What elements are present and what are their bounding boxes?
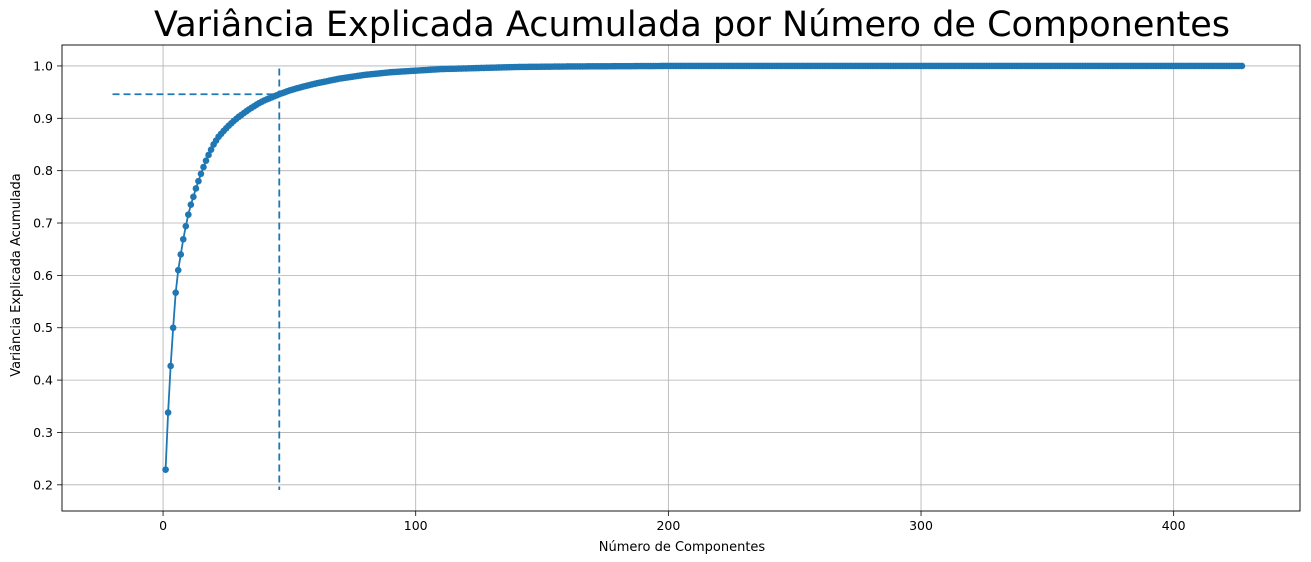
x-tick-label: 300: [909, 518, 933, 533]
y-tick-label: 0.9: [33, 111, 53, 126]
data-point: [172, 289, 179, 296]
data-point: [200, 163, 207, 171]
data-point: [205, 151, 212, 159]
data-point: [1238, 62, 1246, 70]
y-tick-label: 0.7: [33, 216, 53, 231]
series-layer: [162, 62, 1246, 473]
data-point: [190, 193, 197, 201]
y-tick-label: 0.3: [33, 425, 53, 440]
data-point: [162, 466, 169, 473]
data-point: [169, 324, 177, 332]
y-tick-label: 0.2: [33, 477, 53, 492]
y-tick-label: 0.8: [33, 163, 53, 178]
data-point: [195, 177, 202, 185]
plot-frame: [61, 44, 1301, 512]
grid-layer: [62, 45, 1300, 511]
data-point: [197, 170, 205, 178]
data-point: [177, 251, 185, 258]
x-tick-label: 0: [159, 518, 167, 533]
chart-title: Variância Explicada Acumulada por Número…: [154, 5, 1230, 45]
axes-layer: 0 100 200 300 400 0.2 0.3 0.4 0.5 0.6 0.7 0.8 0.9 1.0: [33, 44, 1301, 533]
data-point: [202, 157, 210, 165]
data-point: [182, 222, 190, 230]
series-line: [164, 65, 1242, 470]
data-point: [174, 266, 182, 274]
data-point: [167, 362, 174, 370]
x-tick-label: 100: [404, 518, 428, 533]
data-point: [164, 409, 172, 416]
data-point: [207, 146, 215, 154]
y-tick-label: 0.5: [33, 320, 53, 335]
x-tick-label: 200: [656, 518, 680, 533]
data-point: [187, 201, 195, 208]
y-tick-label: 0.6: [33, 268, 53, 283]
data-point: [185, 211, 192, 218]
reference-lines: [112, 68, 281, 491]
y-tick-label: 1.0: [33, 58, 53, 73]
data-point: [179, 235, 187, 243]
y-axis-label: Variância Explicada Acumulada: [9, 173, 24, 376]
x-axis-label: Número de Componentes: [599, 540, 766, 555]
data-point: [192, 185, 200, 192]
x-tick-label: 400: [1162, 518, 1186, 533]
y-tick-label: 0.4: [33, 373, 53, 388]
